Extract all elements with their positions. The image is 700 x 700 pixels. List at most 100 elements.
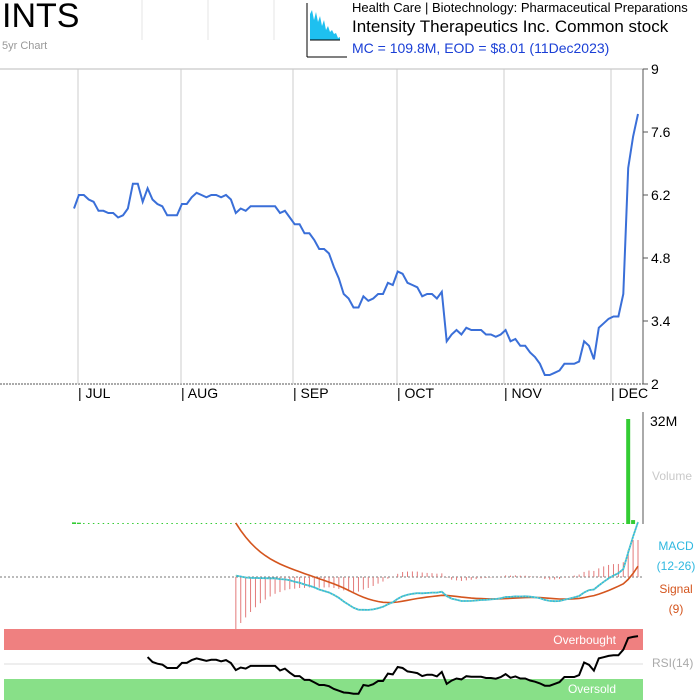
rsi-line	[146, 635, 639, 695]
market-cap-eod: MC = 109.8M, EOD = $8.01 (11Dec2023)	[352, 40, 610, 56]
volume-bar	[186, 523, 188, 524]
volume-bar	[475, 523, 477, 524]
volume-bar	[323, 523, 325, 524]
volume-bar	[401, 523, 404, 524]
volume-bar	[303, 523, 306, 524]
volume-bar	[411, 523, 414, 524]
volume-bar	[244, 523, 247, 524]
volume-bar	[87, 523, 90, 524]
price-x-tick-label: | AUG	[181, 385, 218, 401]
overbought-label: Overbought	[553, 633, 616, 647]
volume-bar	[563, 523, 566, 524]
volume-bar	[230, 523, 232, 524]
oversold-label: Oversold	[568, 682, 616, 696]
rsi-label: RSI(14)	[652, 656, 693, 670]
volume-bar	[92, 523, 95, 524]
price-y-tick-label: 9	[651, 61, 659, 77]
oversold-band	[4, 679, 643, 700]
volume-bar	[480, 523, 482, 524]
price-x-ticks: | JUL | AUG | SEP | OCT | NOV | DEC	[78, 385, 648, 401]
volume-bar	[352, 523, 355, 524]
volume-bar	[318, 523, 320, 524]
volume-bar	[132, 523, 134, 524]
volume-bar	[377, 523, 379, 524]
volume-bar	[313, 523, 316, 524]
volume-bar	[617, 523, 620, 524]
volume-bar	[264, 523, 267, 524]
volume-bar	[200, 523, 203, 524]
thumbnail-area	[310, 10, 340, 40]
volume-bar	[205, 523, 208, 524]
ticker-symbol: INTS	[2, 0, 80, 35]
volume-label: Volume	[652, 469, 692, 483]
volume-bar	[519, 523, 522, 524]
volume-bar	[249, 523, 252, 524]
price-y-tick-label: 2	[651, 376, 659, 392]
rsi-panel: Overbought Oversold RSI(14)	[4, 629, 693, 700]
volume-bar	[558, 523, 561, 524]
volume-bar	[470, 523, 473, 524]
volume-bar	[382, 523, 384, 524]
macd-line	[235, 521, 639, 611]
volume-bar	[548, 523, 551, 524]
volume-bar	[298, 523, 301, 524]
signal-legend-label: Signal	[659, 582, 692, 596]
company-name: Intensity Therapeutics Inc. Common stock	[352, 17, 669, 36]
volume-bar	[534, 523, 536, 524]
price-y-tick-label: 7.6	[651, 124, 671, 140]
volume-bar	[426, 523, 428, 524]
header-decorations	[141, 0, 347, 58]
signal-line	[235, 522, 639, 604]
volume-bar	[367, 523, 370, 524]
volume-bar	[626, 419, 631, 524]
volume-bar	[181, 523, 183, 524]
volume-bar	[598, 523, 600, 524]
volume-bar	[166, 523, 168, 524]
signal-legend-period: (9)	[669, 602, 684, 616]
volume-bar	[607, 523, 610, 524]
volume-bar	[259, 523, 262, 524]
volume-bar	[137, 523, 139, 524]
volume-bar	[514, 523, 517, 524]
volume-bar	[460, 523, 463, 524]
macd-legend-label: MACD	[658, 539, 694, 553]
volume-bar	[190, 523, 193, 524]
volume-bar	[406, 523, 409, 524]
price-series-line	[73, 113, 639, 376]
price-panel: 9 7.6 6.2 4.8 3.4 2 | JUL | AUG | SEP | OCT | NOV…	[0, 61, 671, 401]
volume-bar	[544, 523, 546, 524]
volume-bar	[72, 522, 76, 524]
volume-bar	[107, 523, 110, 524]
volume-bar	[431, 523, 433, 524]
volume-bar	[122, 523, 124, 524]
price-y-tick-label: 3.4	[651, 313, 671, 329]
volume-bar	[156, 523, 159, 524]
volume-bar	[225, 523, 227, 524]
volume-bar	[102, 523, 105, 524]
chart-period-label: 5yr Chart	[2, 40, 48, 52]
volume-bar	[239, 523, 242, 524]
volume-bar	[553, 523, 556, 524]
volume-bar	[372, 523, 374, 524]
volume-bar	[274, 523, 276, 524]
volume-bar	[421, 523, 423, 524]
volume-bar	[220, 523, 222, 524]
volume-bar	[97, 523, 100, 524]
volume-bar	[504, 523, 507, 524]
volume-bar	[396, 523, 399, 524]
volume-bar	[176, 523, 178, 524]
volume-bar	[416, 523, 419, 524]
volume-bar	[127, 523, 129, 524]
price-y-ticks: 9 7.6 6.2 4.8 3.4 2	[643, 61, 671, 392]
volume-bar	[573, 523, 575, 524]
price-x-tick-label: | SEP	[293, 385, 329, 401]
price-y-tick-label: 6.2	[651, 187, 671, 203]
price-y-tick-label: 4.8	[651, 250, 671, 266]
volume-bar	[568, 523, 571, 524]
volume-bar	[254, 523, 257, 524]
month-gridlines	[77, 69, 612, 384]
volume-bar	[357, 523, 360, 524]
volume-bar	[269, 523, 271, 524]
volume-bar	[117, 523, 119, 524]
volume-bar	[436, 523, 438, 524]
